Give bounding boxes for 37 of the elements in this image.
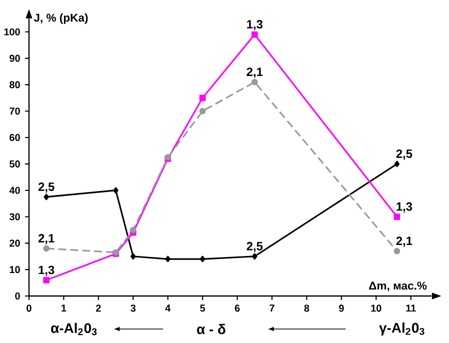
annotation: 2,1 — [38, 234, 54, 244]
annotation: 1,3 — [247, 20, 263, 30]
y-tick-label: 40 — [9, 186, 20, 194]
x-tick-label: 11 — [406, 304, 416, 312]
x-tick-label: 2 — [96, 304, 101, 312]
x-tick-label: 4 — [165, 304, 171, 312]
x-tick-label: 6 — [234, 304, 240, 312]
y-tick-label: 20 — [10, 240, 20, 247]
annotation: 2,5 — [246, 242, 263, 252]
text: α - δ — [197, 324, 226, 334]
y-tick-label: 80 — [10, 81, 20, 88]
x-tick-label: 1 — [62, 304, 66, 312]
y-tick-label: 0 — [15, 292, 20, 300]
y-tick-label: 50 — [10, 160, 20, 168]
y-tick-label: 90 — [10, 54, 20, 62]
y-tick-label: 60 — [10, 134, 20, 142]
text: γ-Al$_{2}$0$_{3}$ — [379, 322, 424, 336]
text: α-Al$_{2}$0$_{3}$ — [51, 322, 97, 336]
annotation: 2,1 — [246, 68, 263, 78]
x-tick-label: 8 — [304, 304, 310, 312]
y-tick-label: 100 — [4, 28, 20, 36]
annotation: 2,1 — [396, 236, 412, 247]
x-tick-label: 3 — [130, 304, 136, 312]
y-tick-label: 70 — [10, 108, 20, 115]
y-tick-label: 10 — [10, 266, 20, 274]
annotation: 1,3 — [38, 266, 54, 276]
annotation: 2,5 — [38, 182, 54, 193]
annotation: 1,3 — [396, 202, 412, 213]
x-tick-label: 9 — [339, 304, 344, 312]
x-tick-label: 5 — [200, 304, 206, 312]
y-tick-label: 30 — [9, 213, 20, 220]
y-axis-title: J, % (pKa) — [34, 13, 88, 24]
x-tick-label: 7 — [270, 304, 274, 312]
x-axis-title: Δm, мас.% — [369, 282, 427, 292]
annotation: 2,5 — [396, 149, 412, 160]
x-tick-label: 0 — [26, 304, 32, 312]
x-tick-label: 10 — [371, 304, 382, 312]
